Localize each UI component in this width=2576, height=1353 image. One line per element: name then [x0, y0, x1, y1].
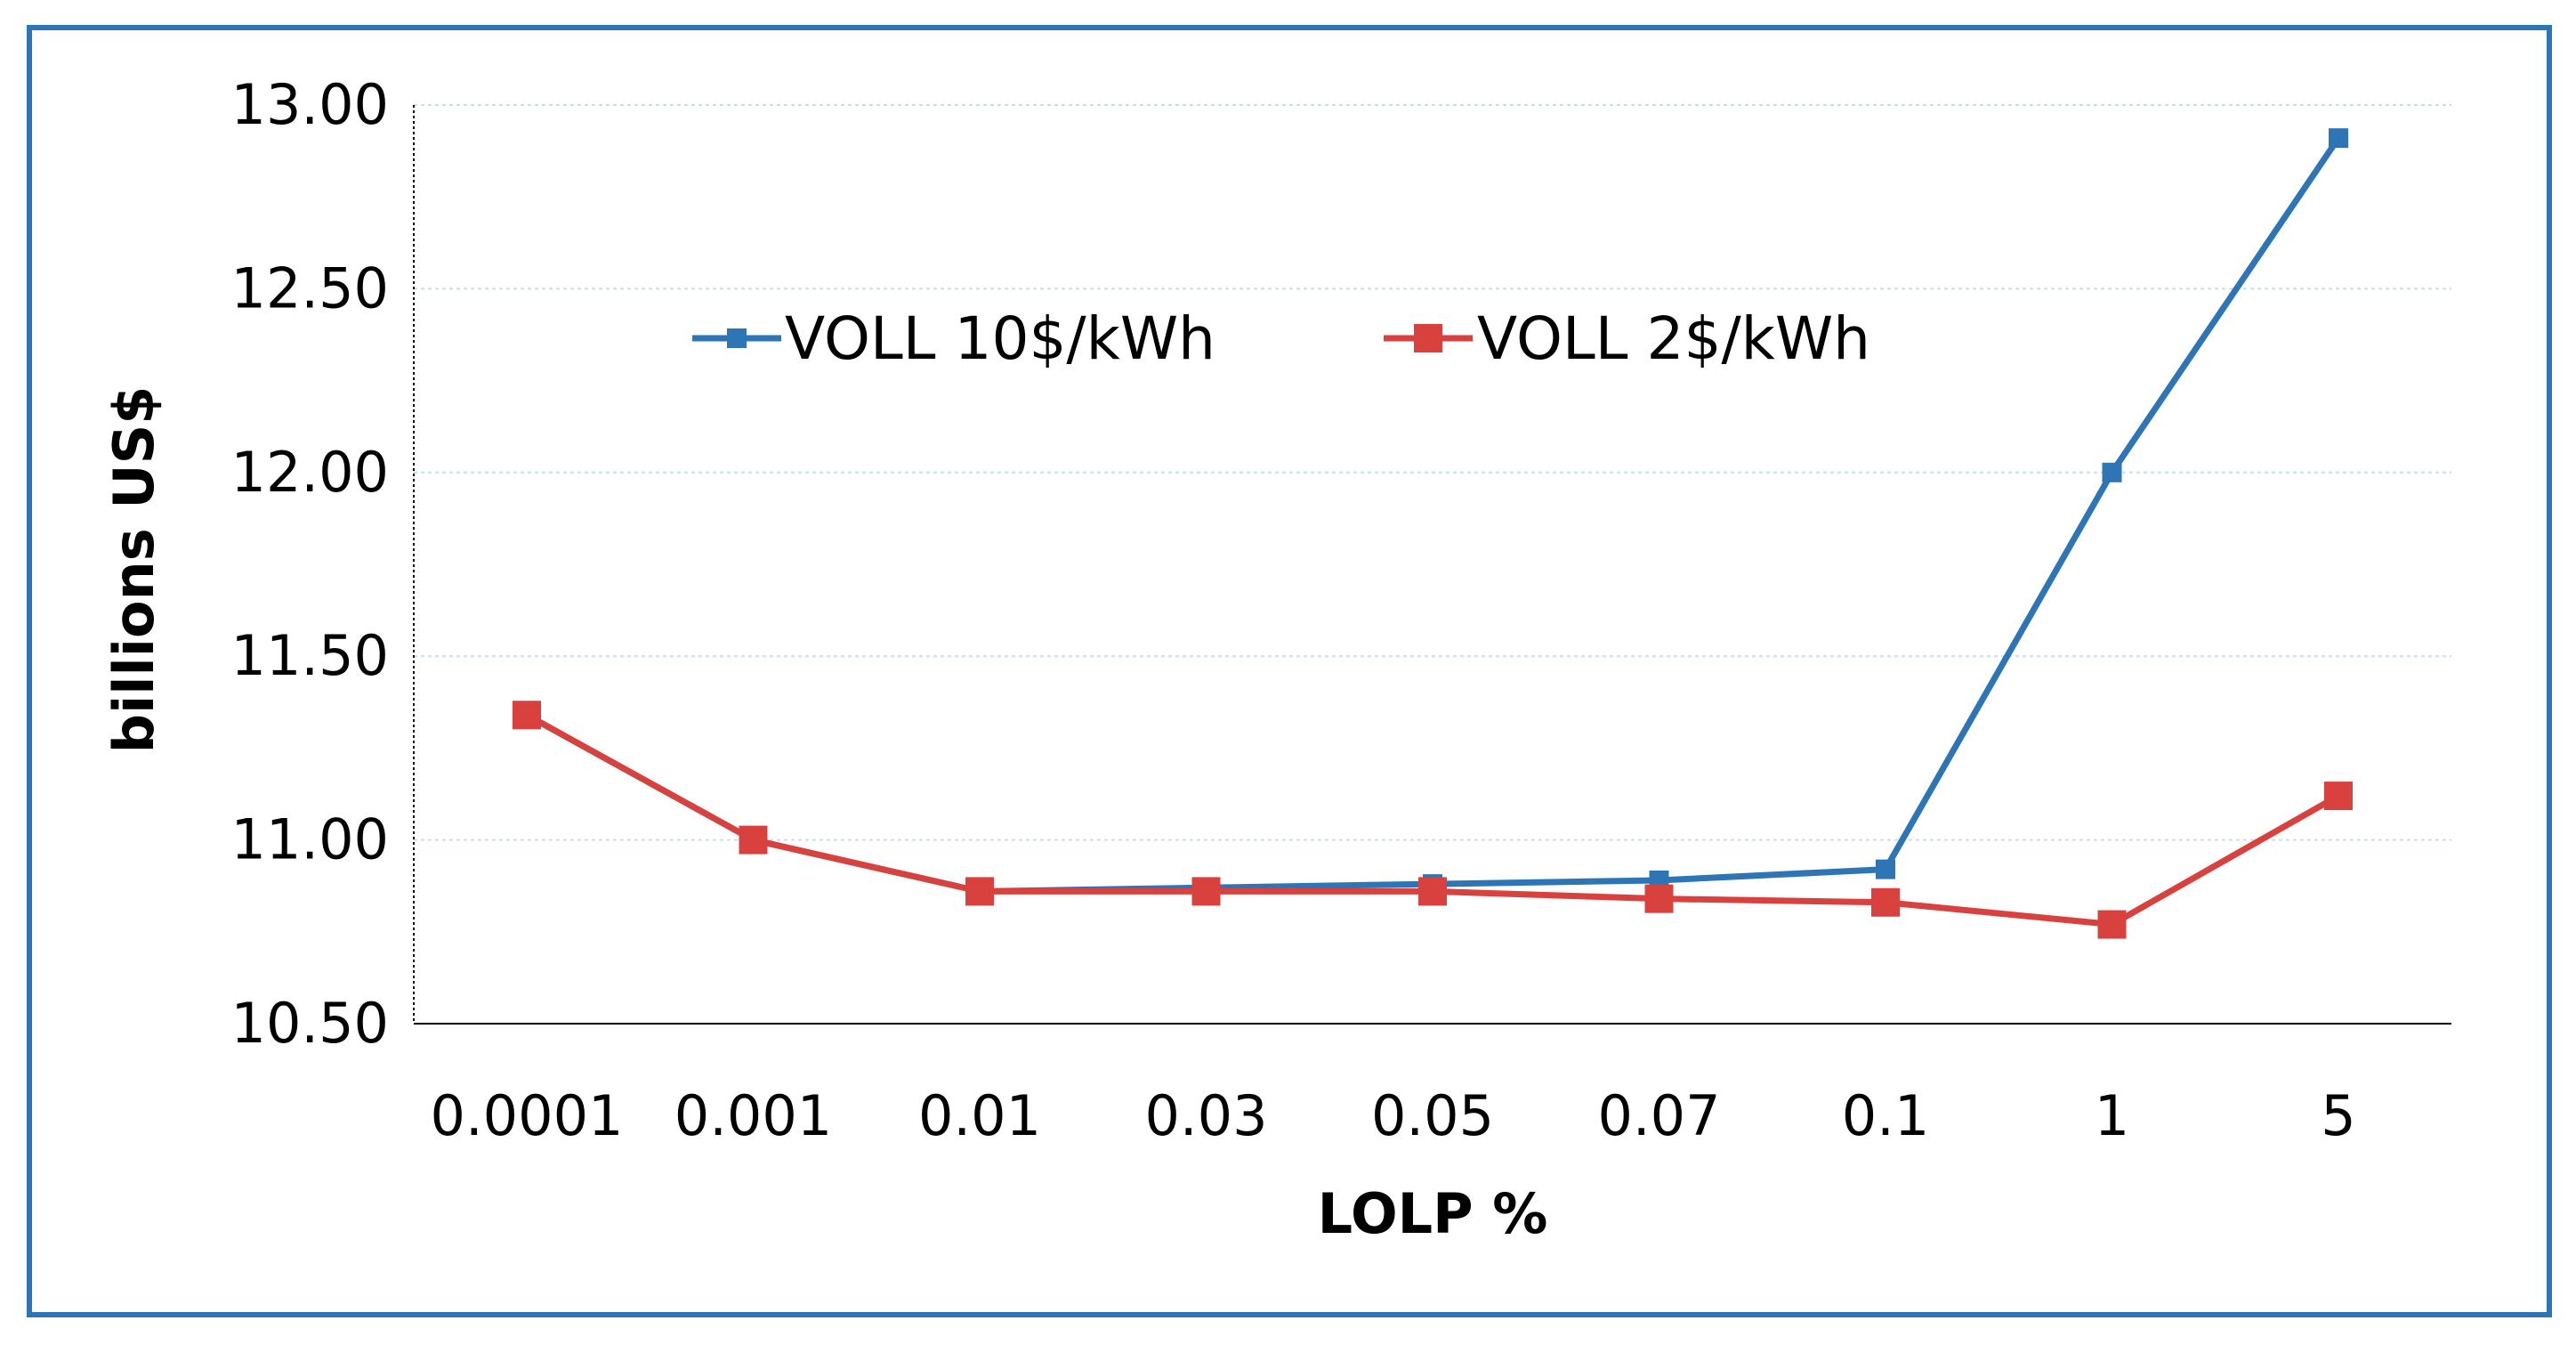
data-point	[2329, 128, 2348, 149]
data-point	[1191, 877, 1221, 906]
x-tick-label: 0.05	[1371, 1083, 1494, 1148]
data-point	[2097, 910, 2127, 939]
x-tick-label: 5	[2321, 1083, 2355, 1148]
data-point	[739, 825, 768, 855]
y-tick-label: 13.00	[231, 72, 390, 137]
data-point	[1876, 859, 1895, 879]
data-point	[1418, 877, 1447, 906]
x-tick-label: 0.0001	[431, 1083, 624, 1148]
y-tick-label: 10.50	[231, 991, 390, 1056]
legend-marker	[727, 328, 747, 348]
y-tick-label: 11.50	[231, 623, 390, 688]
data-point	[965, 877, 994, 906]
legend: VOLL 10$/kWh VOLL 2$/kWh	[692, 304, 1870, 373]
y-tick-label: 12.50	[231, 255, 390, 320]
x-tick-label: 0.1	[1842, 1083, 1930, 1148]
x-tick-label: 0.01	[918, 1083, 1041, 1148]
y-tick-label: 11.00	[231, 807, 390, 872]
series-line	[525, 136, 2341, 895]
series-1	[517, 128, 2348, 902]
data-point	[513, 701, 541, 730]
x-tick-label: 1	[2095, 1083, 2129, 1148]
x-tick-label: 0.07	[1597, 1083, 1720, 1148]
x-tick-label: 0.001	[674, 1083, 833, 1148]
data-point	[2102, 462, 2122, 482]
legend-label: VOLL 10$/kWh	[785, 304, 1215, 373]
legend-item: VOLL 10$/kWh	[692, 304, 1215, 373]
legend-item: VOLL 2$/kWh	[1384, 304, 1870, 373]
y-tick-label: 12.00	[231, 440, 390, 505]
gridlines	[414, 104, 2451, 841]
legend-label: VOLL 2$/kWh	[1477, 304, 1870, 373]
data-point	[1871, 887, 1900, 917]
x-tick-labels: 0.0001 0.001 0.01 0.03 0.05 0.07 0.1 1 5	[431, 1083, 2356, 1148]
chart-frame	[27, 25, 2552, 1317]
data-point	[1644, 884, 1674, 913]
y-axis-title: billions US$	[101, 386, 166, 754]
legend-marker	[1414, 324, 1442, 352]
x-tick-label: 0.03	[1144, 1083, 1267, 1148]
axes	[413, 105, 2451, 1025]
y-tick-labels: 10.50 11.00 11.50 12.00 12.50 13.00	[231, 72, 390, 1056]
series-2	[513, 701, 2353, 939]
series	[513, 128, 2353, 939]
data-point	[2324, 782, 2353, 811]
x-axis-title: LOLP %	[1318, 1181, 1548, 1246]
